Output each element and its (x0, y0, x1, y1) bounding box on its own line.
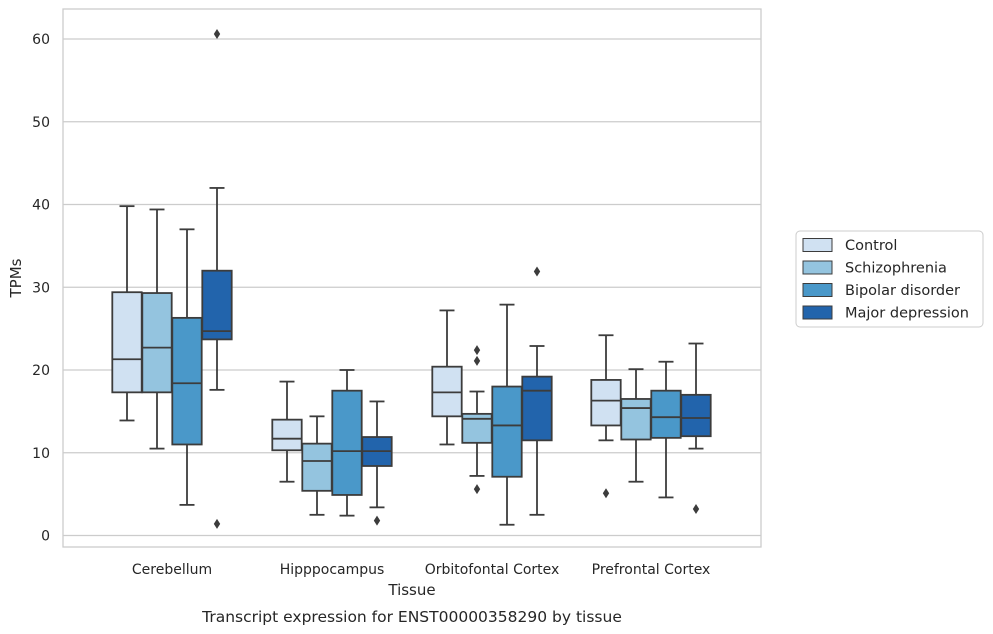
legend-frame (795, 230, 984, 328)
box-2-2 (301, 415, 333, 516)
box-body (271, 418, 303, 452)
legend-entry-4: Major depression (802, 305, 969, 322)
legend-label: Bipolar disorder (845, 283, 960, 299)
box-body (590, 379, 622, 427)
x-tick-label-3: Orbitofontal Cortex (425, 562, 560, 578)
box-4-4 (680, 342, 712, 515)
box-body (620, 398, 652, 441)
flier-1 (473, 345, 481, 356)
box-body (301, 442, 333, 492)
box-3-2 (331, 369, 363, 517)
y-tick-label-60: 60 (32, 32, 50, 48)
box-body (171, 316, 203, 446)
box-body (680, 393, 712, 438)
box-4-1 (201, 29, 233, 529)
legend-entry-1: Control (802, 238, 897, 254)
flier-3 (473, 484, 481, 495)
box-body (331, 389, 363, 496)
box-2-1 (141, 208, 173, 450)
box-body (201, 269, 233, 341)
box-4-3 (521, 266, 553, 516)
box-body (650, 389, 682, 439)
chart-caption: Transcript expression for ENST0000035829… (201, 608, 622, 626)
legend-entry-3: Bipolar disorder (802, 283, 960, 299)
x-tick-label-1: Cerebellum (132, 562, 212, 578)
box-1-2 (271, 380, 303, 483)
flier-1 (373, 515, 381, 526)
y-tick-label-40: 40 (32, 198, 50, 214)
x-tick-label-4: Prefrontal Cortex (592, 562, 711, 578)
flier-1 (602, 488, 610, 499)
legend-swatch (802, 260, 833, 275)
y-tick-label-50: 50 (32, 115, 50, 131)
box-body (491, 385, 523, 478)
box-1-4 (590, 334, 622, 499)
x-axis-label: Tissue (387, 581, 435, 599)
box-4-2 (361, 400, 393, 526)
legend-swatch (802, 283, 833, 297)
plot-frame (62, 8, 762, 548)
flier-1 (692, 504, 700, 515)
grid-lines (63, 38, 761, 537)
x-tick-labels: Cerebellum Hipppocampus Orbitofontal Corte… (132, 562, 710, 578)
box-1-3 (431, 309, 463, 446)
legend-label: Major depression (845, 306, 969, 322)
legend-swatch (802, 305, 833, 320)
box-3-1 (171, 228, 203, 506)
y-tick-label-10: 10 (32, 446, 50, 462)
y-tick-label-20: 20 (32, 363, 50, 379)
box-body (141, 292, 173, 394)
y-axis-label: TPMs (7, 258, 25, 298)
y-tick-labels: 0 10 20 30 40 50 60 (32, 32, 50, 545)
legend-label: Control (845, 238, 897, 254)
y-tick-label-0: 0 (41, 529, 50, 545)
flier-2 (213, 518, 221, 529)
box-2-3 (461, 345, 493, 495)
box-2-4 (620, 368, 652, 483)
flier-1 (213, 29, 221, 40)
legend-swatch (802, 238, 833, 252)
box-3-3 (491, 303, 523, 526)
boxes (111, 29, 712, 529)
legend-entries: Control Schizophrenia Bipolar disorder Majo… (802, 238, 969, 322)
x-tick-label-2: Hipppocampus (280, 562, 385, 578)
box-body (521, 375, 553, 442)
y-tick-label-30: 30 (32, 280, 50, 296)
legend: Control Schizophrenia Bipolar disorder Majo… (795, 230, 984, 328)
box-1-1 (111, 205, 143, 422)
legend-entry-2: Schizophrenia (802, 260, 947, 277)
legend-label: Schizophrenia (845, 261, 947, 277)
flier-1 (533, 266, 541, 277)
box-3-4 (650, 360, 682, 499)
flier-2 (473, 355, 481, 366)
box-body (111, 291, 143, 394)
